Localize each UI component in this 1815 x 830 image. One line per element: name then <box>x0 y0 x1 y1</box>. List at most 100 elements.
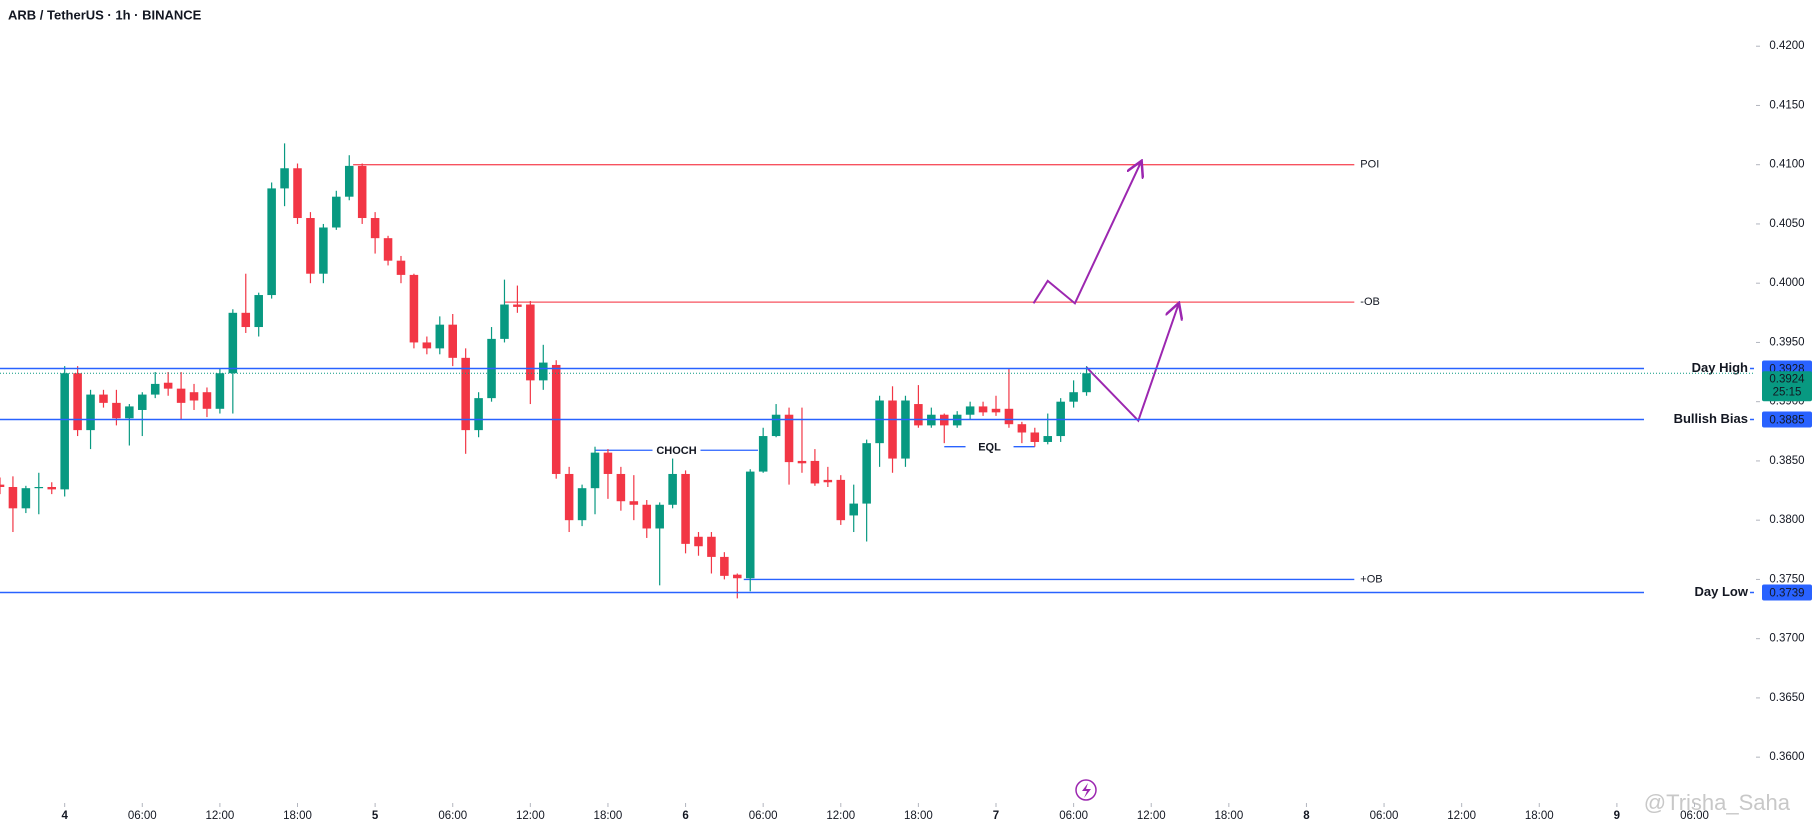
level-name: Day High <box>1692 360 1748 375</box>
candle-body <box>784 414 794 463</box>
y-tick-label: 0.4100 <box>1769 159 1804 171</box>
candle-body <box>293 168 302 219</box>
candle-body <box>125 406 134 419</box>
candle-body <box>370 218 380 239</box>
candle-body <box>241 312 251 328</box>
last-price-badge <box>1762 371 1812 402</box>
x-tick-label: 12:00 <box>1137 810 1166 822</box>
candle-body <box>836 479 846 521</box>
candle-body <box>73 373 82 431</box>
y-tick-label: 0.3950 <box>1769 336 1804 348</box>
y-tick-label: 0.3750 <box>1769 573 1804 585</box>
candle-body <box>357 165 367 219</box>
x-tick-label: 9 <box>1614 810 1620 822</box>
candle-body <box>1043 436 1053 442</box>
y-tick-label: 0.4050 <box>1769 218 1804 230</box>
x-tick-label: 12:00 <box>206 810 235 822</box>
candle-body <box>914 404 923 426</box>
projection-path <box>1032 162 1141 305</box>
candle-body <box>202 392 212 409</box>
x-tick-label: 8 <box>1303 810 1310 822</box>
candle-body <box>694 536 703 547</box>
drawing-label: POI <box>1360 159 1379 171</box>
candle-body <box>409 274 419 343</box>
candle-body <box>1004 408 1014 425</box>
x-tick-label: 06:00 <box>1680 810 1709 822</box>
candle-body <box>810 460 820 484</box>
candle-body <box>849 503 858 516</box>
x-tick-label: 18:00 <box>283 810 312 822</box>
candle-body <box>138 394 147 410</box>
x-tick-label: 06:00 <box>1059 810 1088 822</box>
candle-body <box>629 501 639 505</box>
y-tick-label: 0.3800 <box>1769 514 1804 526</box>
x-tick-label: 18:00 <box>1525 810 1554 822</box>
candle-body <box>978 406 988 413</box>
candle-body <box>47 486 57 490</box>
y-tick-label: 0.3650 <box>1769 692 1804 704</box>
candle-body <box>306 218 315 274</box>
candle-body <box>590 452 600 489</box>
candle-body <box>797 460 807 464</box>
y-tick-label: 0.3700 <box>1769 633 1804 645</box>
drawing-label: -OB <box>1360 296 1380 308</box>
level-name-bg <box>1644 584 1750 601</box>
candle-body <box>112 402 121 419</box>
candle-body <box>150 383 160 395</box>
candle-body <box>875 400 884 444</box>
candle-body <box>86 394 95 431</box>
x-tick-label: 12:00 <box>1447 810 1476 822</box>
x-tick-label: 6 <box>682 810 688 822</box>
candle-body <box>1069 392 1078 402</box>
level-name-bg <box>1644 360 1750 377</box>
candle-body <box>163 382 173 389</box>
candle-body <box>668 473 677 505</box>
candle-body <box>862 443 871 504</box>
candle-body <box>616 473 626 502</box>
candle-body <box>513 304 522 307</box>
y-tick-label: 0.3600 <box>1769 751 1804 763</box>
y-tick-label: 0.4200 <box>1769 40 1804 52</box>
candle-body <box>99 394 108 403</box>
candle-body <box>332 196 341 228</box>
drawing-label: CHOCH <box>656 445 696 457</box>
candle-body <box>267 188 276 296</box>
candle-body <box>280 168 289 189</box>
candle-body <box>564 473 574 521</box>
candle-body <box>34 486 44 489</box>
candle-body <box>60 373 69 490</box>
candle-body <box>422 342 432 349</box>
x-tick-label: 18:00 <box>594 810 623 822</box>
x-tick-label: 06:00 <box>438 810 467 822</box>
candle-body <box>344 165 354 197</box>
candle-body <box>1030 432 1040 442</box>
candle-body <box>655 504 664 529</box>
candle-body <box>448 324 457 358</box>
x-tick-label: 06:00 <box>749 810 778 822</box>
replay-icon[interactable] <box>1075 779 1097 801</box>
x-tick-label: 5 <box>372 810 379 822</box>
candle-body <box>991 408 1001 413</box>
candle-body <box>8 486 18 509</box>
candle-body <box>965 406 975 415</box>
drawing-label: +OB <box>1360 573 1382 585</box>
x-tick-label: 18:00 <box>1214 810 1243 822</box>
chart-title: ARB / TetherUS · 1h · BINANCE <box>8 7 202 22</box>
candle-body <box>461 357 470 431</box>
candle-body <box>603 452 613 474</box>
candle-body <box>189 392 199 401</box>
candle-body <box>396 260 406 275</box>
x-tick-label: 4 <box>61 810 68 822</box>
y-tick-label: 0.4150 <box>1769 99 1804 111</box>
candle-body <box>176 388 186 403</box>
drawing-label-bg <box>652 443 701 458</box>
watermark: @Trisha_Saha <box>1644 790 1791 815</box>
candle-body <box>642 504 652 529</box>
y-tick-label: 0.3850 <box>1769 455 1804 467</box>
candle-body <box>733 574 742 579</box>
level-value: 0.3739 <box>1769 587 1804 599</box>
drawing-label-bg <box>965 439 1014 454</box>
candle-body <box>254 295 263 328</box>
level-name: Bullish Bias <box>1674 411 1748 426</box>
